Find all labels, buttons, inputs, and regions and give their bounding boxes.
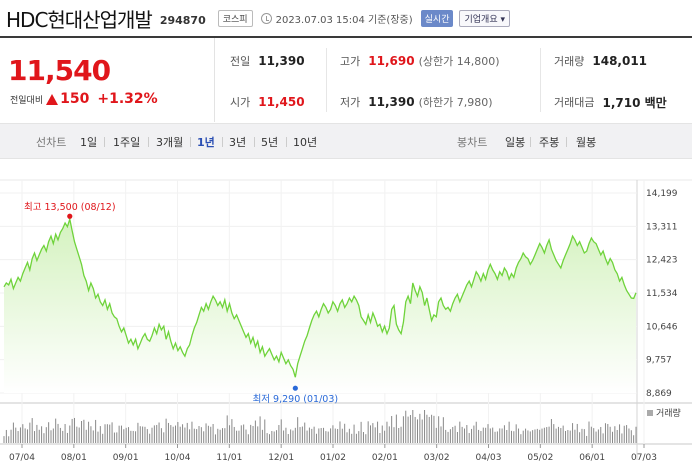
market-badge: 코스피: [217, 9, 253, 27]
x-tick-label: 08/01: [61, 453, 87, 463]
tab-1day[interactable]: 1일: [80, 136, 98, 149]
stat-label: 저가: [340, 96, 361, 109]
volume-legend-label: 거래량: [656, 407, 681, 419]
tab-divider: [566, 137, 567, 147]
stock-name: HDC현대산업개발: [6, 7, 153, 32]
tab-3year[interactable]: 3년: [229, 136, 247, 149]
volume-bars: 거래량: [3, 407, 681, 443]
y-tick-label: 14,199: [646, 189, 678, 199]
tab-3month[interactable]: 3개월: [156, 136, 184, 149]
stat-prev-close: 전일 11,390: [230, 51, 305, 71]
current-price: 11,540: [8, 54, 111, 87]
x-tick-label: 09/01: [113, 453, 139, 463]
title-bar: HDC현대산업개발 294870 코스피 2023.07.03 15:04 기준…: [0, 0, 692, 36]
company-overview-dropdown[interactable]: 기업개요 ▾: [459, 9, 510, 27]
stat-value: 11,450: [258, 95, 305, 109]
max-point-label: 최고 13,500 (08/12): [24, 202, 116, 213]
stat-sub: (하한가 7,980): [418, 96, 493, 109]
line-chart-label: 선차트: [36, 136, 67, 149]
price-change-row: 전일대비 150 +1.32%: [10, 91, 158, 107]
y-tick-label: 11,534: [646, 289, 678, 299]
x-tick-label: 01/02: [320, 453, 346, 463]
x-tick-label: 04/03: [476, 453, 502, 463]
stat-label: 시가: [230, 96, 251, 109]
stat-volume: 거래량 148,011: [554, 51, 647, 71]
x-tick-label: 10/04: [165, 453, 191, 463]
tab-divider: [104, 137, 105, 147]
x-tick-label: 11/01: [216, 453, 242, 463]
tab-divider: [222, 137, 223, 147]
tab-divider: [254, 137, 255, 147]
stock-code: 294870: [159, 13, 206, 27]
stat-value: 11,390: [368, 95, 415, 109]
change-label: 전일대비: [10, 95, 44, 106]
x-tick-label: 05/02: [527, 453, 553, 463]
y-tick-label: 13,311: [646, 222, 678, 232]
tab-1week[interactable]: 1주일: [113, 136, 141, 149]
x-tick-label: 12/01: [268, 453, 294, 463]
candle-chart-label: 봉차트: [457, 136, 488, 149]
price-summary: 11,540 전일대비 150 +1.32%: [0, 38, 215, 122]
tab-daily-candle[interactable]: 일봉: [505, 136, 526, 149]
tab-monthly-candle[interactable]: 월봉: [576, 136, 597, 149]
price-line: [3, 216, 637, 378]
stat-low: 저가 11,390 (하한가 7,980): [340, 92, 493, 112]
tab-divider: [190, 137, 191, 147]
stat-value: 11,690: [368, 54, 415, 68]
x-tick-label: 07/04: [9, 453, 35, 463]
y-tick-label: 10,646: [646, 322, 678, 332]
tab-5year[interactable]: 5년: [261, 136, 279, 149]
realtime-button[interactable]: 실시간: [420, 9, 454, 27]
stat-value: 11,390: [258, 54, 305, 68]
price-change-rate: +1.32%: [97, 91, 158, 107]
x-tick-label: 06/01: [579, 453, 605, 463]
stat-label: 거래량: [554, 55, 585, 68]
price-change: 150: [60, 91, 90, 107]
y-axis: 14,199 13,311 12,423 11,534 10,646 9,757 8,869: [646, 189, 678, 399]
tab-10year[interactable]: 10년: [293, 136, 318, 149]
stat-high: 고가 11,690 (상한가 14,800): [340, 51, 500, 71]
volume-legend-swatch: [647, 410, 653, 416]
tab-weekly-candle[interactable]: 주봉: [539, 136, 560, 149]
tab-divider: [286, 137, 287, 147]
y-tick-label: 9,757: [646, 356, 672, 366]
y-tick-label: 12,423: [646, 256, 678, 266]
price-area: [4, 219, 636, 393]
x-tick-label: 07/03: [631, 453, 657, 463]
max-point-marker: [67, 213, 73, 219]
min-point-label: 최저 9,290 (01/03): [253, 394, 339, 405]
stat-sub: (상한가 14,800): [418, 55, 500, 68]
price-chart[interactable]: 14,199 13,311 12,423 11,534 10,646 9,757 8,869…: [0, 160, 692, 471]
stat-label: 전일: [230, 55, 251, 68]
x-axis: 07/04 08/01 09/01 10/04 11/01 12/01 01/02 02/01…: [9, 444, 657, 463]
stat-label: 고가: [340, 55, 361, 68]
y-tick-label: 8,869: [646, 389, 672, 399]
stat-open: 시가 11,450: [230, 92, 305, 112]
timestamp: 2023.07.03 15:04 기준(장중): [275, 14, 413, 26]
stats-divider: [326, 48, 327, 112]
stat-label: 거래대금: [554, 96, 595, 109]
annotations: 최고 13,500 (08/12) 최저 9,290 (01/03): [24, 202, 338, 405]
stats-divider: [540, 48, 541, 112]
period-bar: 선차트 1일 1주일 3개월 1년 3년 5년 10년 봉차트 일봉 주봉 월봉: [0, 123, 692, 159]
up-triangle-icon: [46, 93, 59, 105]
tab-1year[interactable]: 1년: [197, 136, 215, 149]
x-tick-label: 03/02: [424, 453, 450, 463]
clock-icon: [260, 12, 272, 24]
tab-divider: [530, 137, 531, 147]
stats-panel: 전일 11,390 시가 11,450 고가 11,690 (상한가 14,80…: [216, 38, 692, 122]
tab-divider: [148, 137, 149, 147]
stat-amount: 거래대금 1,710 백만: [554, 92, 667, 112]
x-tick-label: 02/01: [372, 453, 398, 463]
stat-value: 1,710 백만: [602, 95, 667, 110]
stat-value: 148,011: [592, 54, 648, 68]
header-divider: [0, 36, 692, 38]
min-point-marker: [292, 385, 298, 391]
